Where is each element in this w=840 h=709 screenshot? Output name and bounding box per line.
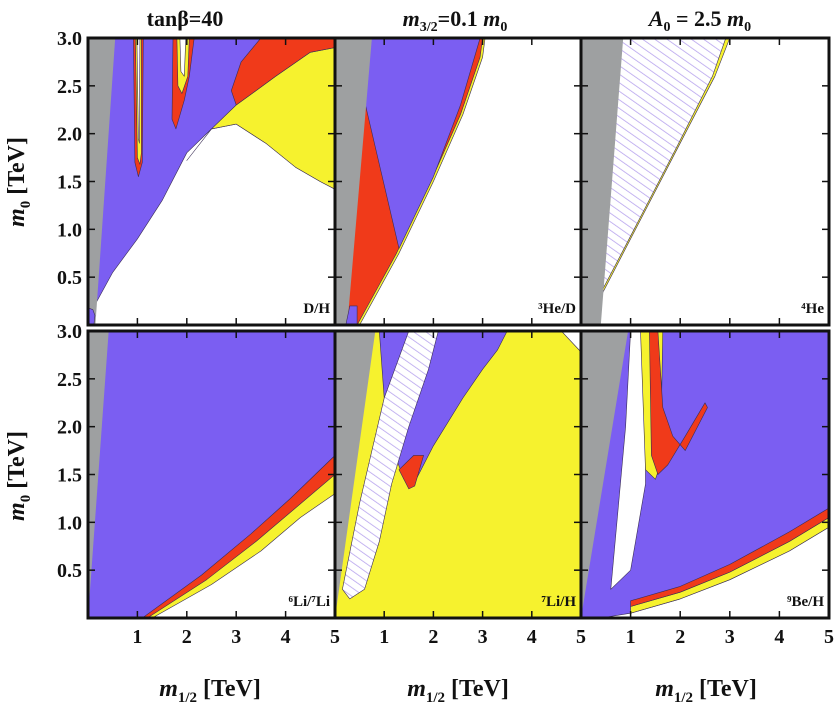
region-gray-3 — [335, 38, 372, 325]
y-tick-label: 2.0 — [57, 417, 82, 439]
panel-label: ⁹Be/H — [787, 594, 824, 610]
region-red-6 — [649, 331, 708, 475]
y-tick-label: 2.5 — [57, 76, 82, 98]
x-tick-label: 4 — [774, 626, 784, 648]
plot-frame — [579, 36, 831, 327]
panel-label: ⁶Li/⁷Li — [288, 594, 330, 610]
panel-label: ³He/D — [538, 301, 576, 317]
panel-label: ⁷Li/H — [541, 594, 576, 610]
region-purple-10 — [88, 307, 96, 325]
region-red-2 — [398, 455, 424, 490]
region-hatch-3 — [342, 331, 439, 600]
region-purple-4 — [345, 305, 358, 325]
region-white-5 — [561, 331, 581, 353]
y-tick-label: 1.5 — [57, 172, 82, 194]
xlabel-left: m1/2 [TeV] — [159, 676, 261, 706]
y-tick-label: 2.0 — [57, 124, 82, 146]
region-gray-4 — [335, 331, 376, 618]
x-tick-label: 2 — [182, 626, 192, 648]
region-purple-2 — [88, 331, 335, 618]
x-tick-label: 1 — [132, 626, 142, 648]
xlabel-right: m1/2 [TeV] — [655, 676, 757, 706]
x-tick-label: 5 — [576, 626, 586, 648]
panels: D/H 0.5 1.0 1.5 2.0 2.5 3.0 ³He/D ⁴He ⁶Li/⁷Li 0.5 1… — [57, 28, 834, 648]
x-tick-label: 1 — [626, 626, 636, 648]
x-tick-label: 5 — [330, 626, 340, 648]
region-gray-2 — [581, 38, 624, 325]
x-tick-label: 2 — [428, 626, 438, 648]
header-middle: m3/2=0.1 m0 — [403, 6, 508, 35]
ylabel-top: m0 [TeV] — [4, 137, 34, 227]
y-tick-label: 0.5 — [57, 560, 82, 582]
y-tick-label: 1.0 — [57, 512, 82, 534]
panel-bottom-right: ⁹Be/H 1 2 3 4 5 — [579, 329, 834, 648]
header-left: tanβ=40 — [147, 6, 224, 31]
x-tick-label: 4 — [527, 626, 537, 648]
region-white-8 — [179, 38, 187, 77]
panel-bottom-left: ⁶Li/⁷Li 0.5 1.0 1.5 2.0 2.5 3.0 1 2 3 4 5 — [57, 321, 340, 648]
region-white-4 — [610, 331, 646, 590]
x-tick-label: 5 — [824, 626, 834, 648]
xlabel-middle: m1/2 [TeV] — [407, 676, 509, 706]
plot-frame — [579, 329, 831, 620]
x-tick-label: 1 — [379, 626, 389, 648]
panel-top-left: D/H 0.5 1.0 1.5 2.0 2.5 3.0 — [57, 28, 337, 327]
region-red-2 — [231, 38, 335, 106]
panel-label: ⁴He — [801, 301, 824, 317]
panel-label: D/H — [303, 301, 330, 317]
region-gray-9 — [88, 38, 116, 325]
header-right: A0 = 2.5 m0 — [647, 6, 751, 35]
y-tick-label: 1.0 — [57, 219, 82, 241]
x-tick-label: 3 — [478, 626, 488, 648]
y-tick-label: 1.5 — [57, 465, 82, 487]
y-tick-label: 3.0 — [57, 28, 82, 50]
region-gray-7 — [581, 331, 629, 618]
panel-top-middle: ³He/D — [333, 36, 583, 327]
ylabel-bottom: m0 [TeV] — [4, 431, 34, 521]
y-tick-label: 2.5 — [57, 369, 82, 391]
panel-top-right: ⁴He — [579, 36, 831, 327]
region-gray-3 — [88, 331, 109, 618]
x-tick-label: 3 — [231, 626, 241, 648]
x-tick-label: 3 — [725, 626, 735, 648]
x-tick-label: 2 — [675, 626, 685, 648]
region-white-5 — [136, 38, 141, 144]
region-red-3 — [630, 507, 829, 607]
panel-bottom-middle: ⁷Li/H 1 2 3 4 5 — [333, 329, 586, 648]
region-purple-2 — [349, 38, 481, 249]
x-tick-label: 4 — [281, 626, 291, 648]
y-tick-label: 3.0 — [57, 321, 82, 343]
y-tick-label: 0.5 — [57, 267, 82, 289]
